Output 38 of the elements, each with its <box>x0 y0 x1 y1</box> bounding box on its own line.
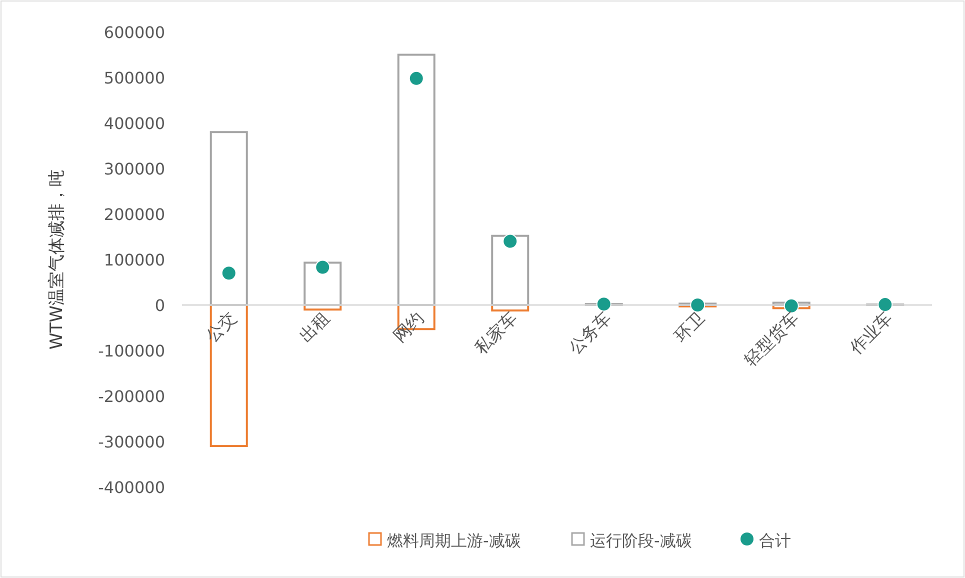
y-tick-label: 100000 <box>104 250 165 270</box>
y-tick-label: 0 <box>154 296 165 315</box>
x-tick-label: 公交 <box>202 308 240 347</box>
bar <box>772 304 810 310</box>
x-tick-label: 私家车 <box>471 308 522 359</box>
point <box>315 260 330 275</box>
legend-label: 燃料周期上游-减碳 <box>387 531 521 550</box>
point <box>690 298 706 312</box>
legend-label: 运行阶段-减碳 <box>590 531 692 550</box>
x-tick-label: 公务车 <box>565 308 616 359</box>
bar <box>584 303 623 306</box>
y-tick-label: 200000 <box>104 205 165 224</box>
bar <box>210 131 248 306</box>
x-tick-label: 轻型货车 <box>740 308 803 371</box>
y-tick-label: -300000 <box>98 432 165 452</box>
bar <box>304 262 342 306</box>
y-tick-label: 400000 <box>104 114 165 133</box>
y-tick-label: -200000 <box>98 387 165 406</box>
x-tick-label: 环卫 <box>670 308 710 347</box>
point <box>596 296 612 312</box>
point <box>878 297 893 312</box>
x-tick-label: 作业车 <box>846 308 897 360</box>
point <box>221 266 236 281</box>
bar <box>772 302 810 306</box>
y-axis-title: WTW温室气体减排，吨 <box>47 169 67 350</box>
y-tick-label: 600000 <box>104 23 165 42</box>
y-tick-label: -100000 <box>98 342 165 360</box>
y-tick-label: -400000 <box>98 478 165 497</box>
x-tick-label: 出租 <box>296 308 334 347</box>
legend-label: 合计 <box>759 531 791 550</box>
x-tick-label: 网约 <box>390 308 428 347</box>
bar <box>397 54 436 306</box>
y-tick-label: 500000 <box>104 68 165 88</box>
bar <box>210 304 248 448</box>
bar <box>491 234 530 306</box>
y-tick-label: 300000 <box>104 160 165 178</box>
point <box>502 234 518 249</box>
point <box>408 70 424 86</box>
